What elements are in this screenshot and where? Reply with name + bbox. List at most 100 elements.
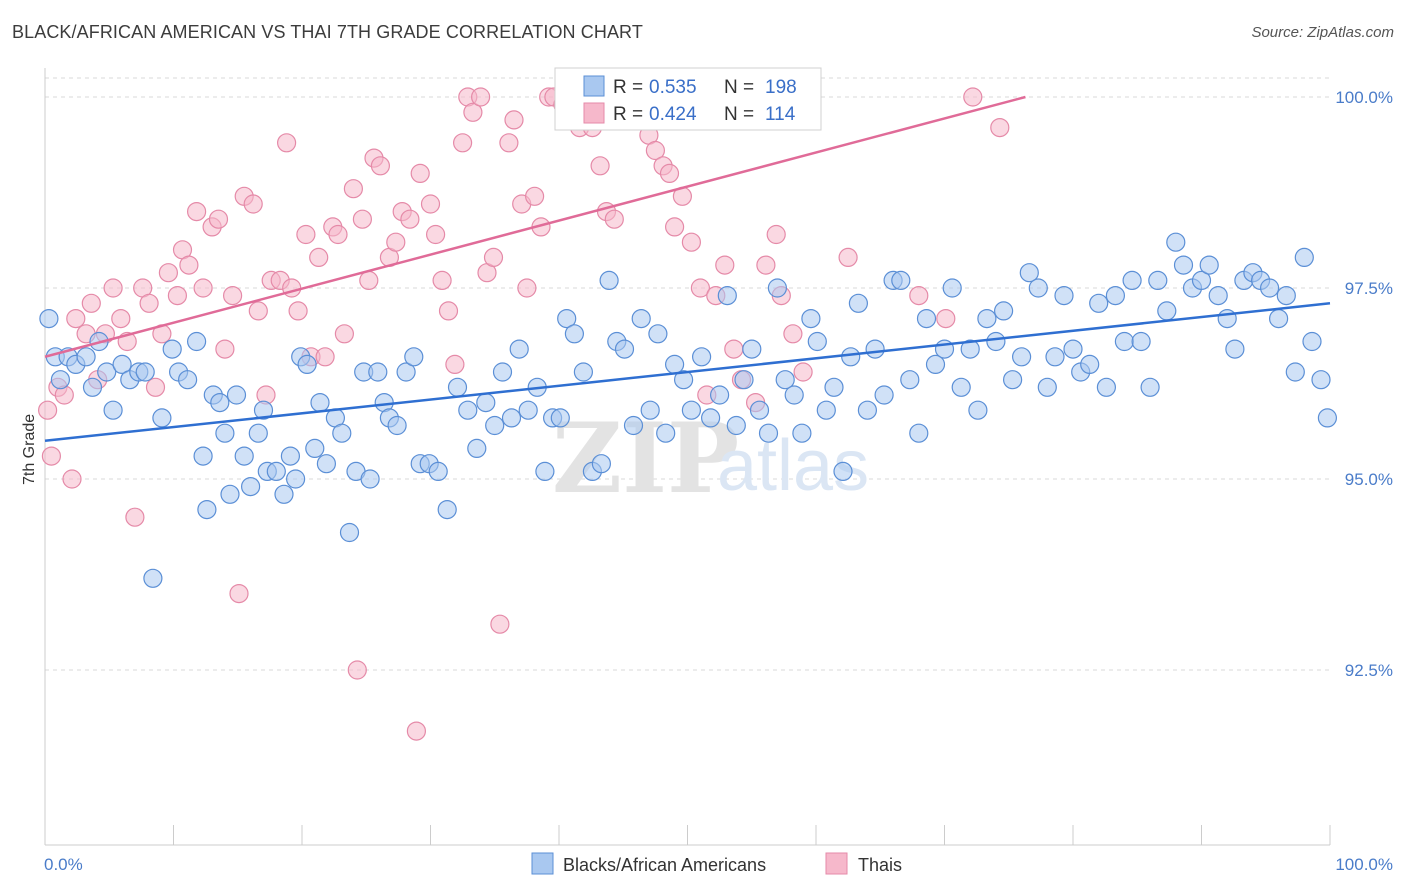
- blacks-point: [103, 400, 123, 420]
- blacks-point: [1199, 255, 1219, 275]
- blacks-point: [784, 385, 804, 405]
- blacks-point: [467, 438, 487, 458]
- blacks-point: [909, 423, 929, 443]
- thais-point: [215, 339, 235, 359]
- thais-point: [315, 347, 335, 367]
- thais-point: [111, 309, 131, 329]
- x-tick-label-min: 0.0%: [44, 855, 83, 874]
- thais-point: [347, 660, 367, 680]
- blacks-point: [717, 286, 737, 306]
- blacks-point: [178, 370, 198, 390]
- blacks-point: [82, 377, 103, 397]
- blacks-point: [656, 423, 676, 443]
- blacks-trendline: [44, 302, 1331, 443]
- blacks-point: [648, 324, 668, 344]
- thais-point: [288, 301, 308, 321]
- blacks-point: [977, 309, 997, 329]
- blacks-point: [942, 278, 962, 298]
- blacks-point: [535, 461, 555, 481]
- x-tick-label-max: 100.0%: [1335, 855, 1393, 874]
- thais-point: [248, 301, 268, 321]
- blacks-point: [1131, 331, 1151, 352]
- blacks-point: [316, 454, 336, 474]
- bottom-legend-swatch-thais: [825, 852, 848, 875]
- blacks-point: [1054, 286, 1074, 306]
- legend-n-value-pink: 114: [765, 104, 796, 125]
- thais-point: [936, 309, 956, 329]
- blacks-point: [152, 408, 172, 428]
- thais-point: [690, 278, 711, 298]
- blacks-point: [758, 423, 779, 443]
- blacks-point: [824, 377, 844, 397]
- thais-point: [145, 377, 166, 397]
- bottom-legend-swatch-blacks: [531, 852, 554, 875]
- blacks-point: [1011, 347, 1032, 367]
- source-credit: Source: ZipAtlas.com: [1251, 24, 1394, 41]
- thais-point: [504, 110, 524, 130]
- thais-point: [604, 209, 624, 229]
- thais-points: [37, 87, 1010, 741]
- blacks-point: [564, 324, 585, 344]
- thais-point: [990, 117, 1010, 138]
- blacks-point: [226, 385, 247, 405]
- blacks-point: [135, 362, 155, 382]
- blacks-point: [368, 362, 388, 382]
- chart-title: BLACK/AFRICAN AMERICAN VS THAI 7TH GRADE…: [12, 22, 643, 42]
- thais-point: [681, 232, 702, 252]
- legend-n-label-pink: N =: [724, 104, 754, 125]
- blacks-point: [458, 400, 478, 420]
- blacks-point: [476, 393, 496, 413]
- blacks-point: [841, 347, 861, 367]
- blacks-point: [112, 354, 132, 374]
- blacks-point: [691, 347, 712, 367]
- blacks-point: [39, 309, 59, 329]
- blacks-point: [700, 408, 721, 428]
- y-tick-label: 95.0%: [1345, 470, 1393, 489]
- thais-point: [410, 163, 430, 183]
- blacks-point: [396, 362, 416, 382]
- blacks-point: [143, 568, 163, 588]
- thais-point: [463, 102, 483, 122]
- blacks-point: [1217, 309, 1237, 329]
- blacks-point: [492, 362, 513, 382]
- blacks-point: [742, 339, 762, 359]
- trendlines: [44, 95, 1331, 443]
- y-tick-labels: 92.5% 95.0% 97.5% 100.0%: [1335, 88, 1393, 680]
- blacks-point: [339, 522, 360, 543]
- blacks-point: [50, 370, 71, 390]
- thais-point: [334, 324, 354, 344]
- blacks-point: [1276, 286, 1296, 306]
- legend-r-label-pink: R =: [613, 104, 643, 125]
- blacks-point: [193, 446, 213, 466]
- blacks-point: [286, 469, 306, 489]
- blacks-point: [266, 461, 286, 481]
- blacks-point: [726, 415, 746, 436]
- blacks-point: [387, 415, 407, 436]
- blacks-point: [187, 331, 207, 352]
- thais-point: [66, 309, 86, 329]
- blacks-point: [197, 500, 217, 520]
- series-legend: Blacks/African Americans Thais: [531, 852, 902, 875]
- blacks-point: [640, 400, 660, 420]
- thais-trendline: [44, 95, 1026, 358]
- thais-point: [963, 87, 983, 107]
- blacks-point: [573, 362, 594, 382]
- thais-point: [793, 362, 813, 382]
- blacks-point: [280, 446, 300, 466]
- blacks-point: [951, 377, 971, 397]
- blacks-point: [900, 370, 920, 390]
- thais-point: [590, 156, 610, 176]
- thais-point: [277, 133, 297, 153]
- bottom-legend-label-thais: Thais: [858, 855, 902, 875]
- blacks-point: [1157, 301, 1177, 321]
- blacks-point: [614, 339, 635, 359]
- blacks-point: [1285, 362, 1305, 382]
- blacks-point: [550, 408, 570, 428]
- blacks-point: [234, 446, 254, 466]
- blacks-point: [297, 354, 317, 374]
- thais-point: [208, 209, 229, 229]
- blacks-point: [1225, 339, 1245, 359]
- blacks-point: [220, 484, 240, 504]
- thais-point: [517, 278, 537, 298]
